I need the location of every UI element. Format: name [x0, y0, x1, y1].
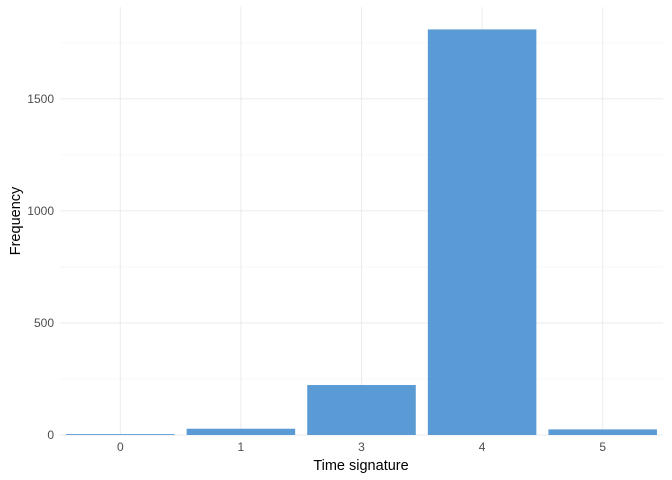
y-tick-label: 1500 — [27, 92, 54, 106]
bar-4 — [427, 29, 537, 435]
bar-0 — [66, 434, 175, 435]
x-tick-label: 4 — [479, 440, 486, 454]
x-tick-label: 5 — [599, 440, 606, 454]
bar-3 — [307, 385, 416, 435]
bar-5 — [548, 429, 657, 435]
y-axis-title: Frequency — [8, 186, 24, 255]
x-tick-label: 1 — [238, 440, 245, 454]
x-axis-title: Time signature — [313, 458, 408, 474]
x-tick-label: 3 — [358, 440, 365, 454]
x-axis-ticks: 0 1 3 4 5 — [117, 440, 606, 454]
grid-lines — [60, 7, 663, 436]
y-tick-label: 500 — [34, 316, 54, 330]
x-tick-label: 0 — [117, 440, 124, 454]
bar-1 — [186, 428, 296, 435]
y-tick-label: 1000 — [27, 204, 54, 218]
y-axis-ticks: 0 500 1000 1500 — [27, 92, 54, 442]
bars — [66, 29, 657, 435]
y-tick-label: 0 — [47, 428, 54, 442]
